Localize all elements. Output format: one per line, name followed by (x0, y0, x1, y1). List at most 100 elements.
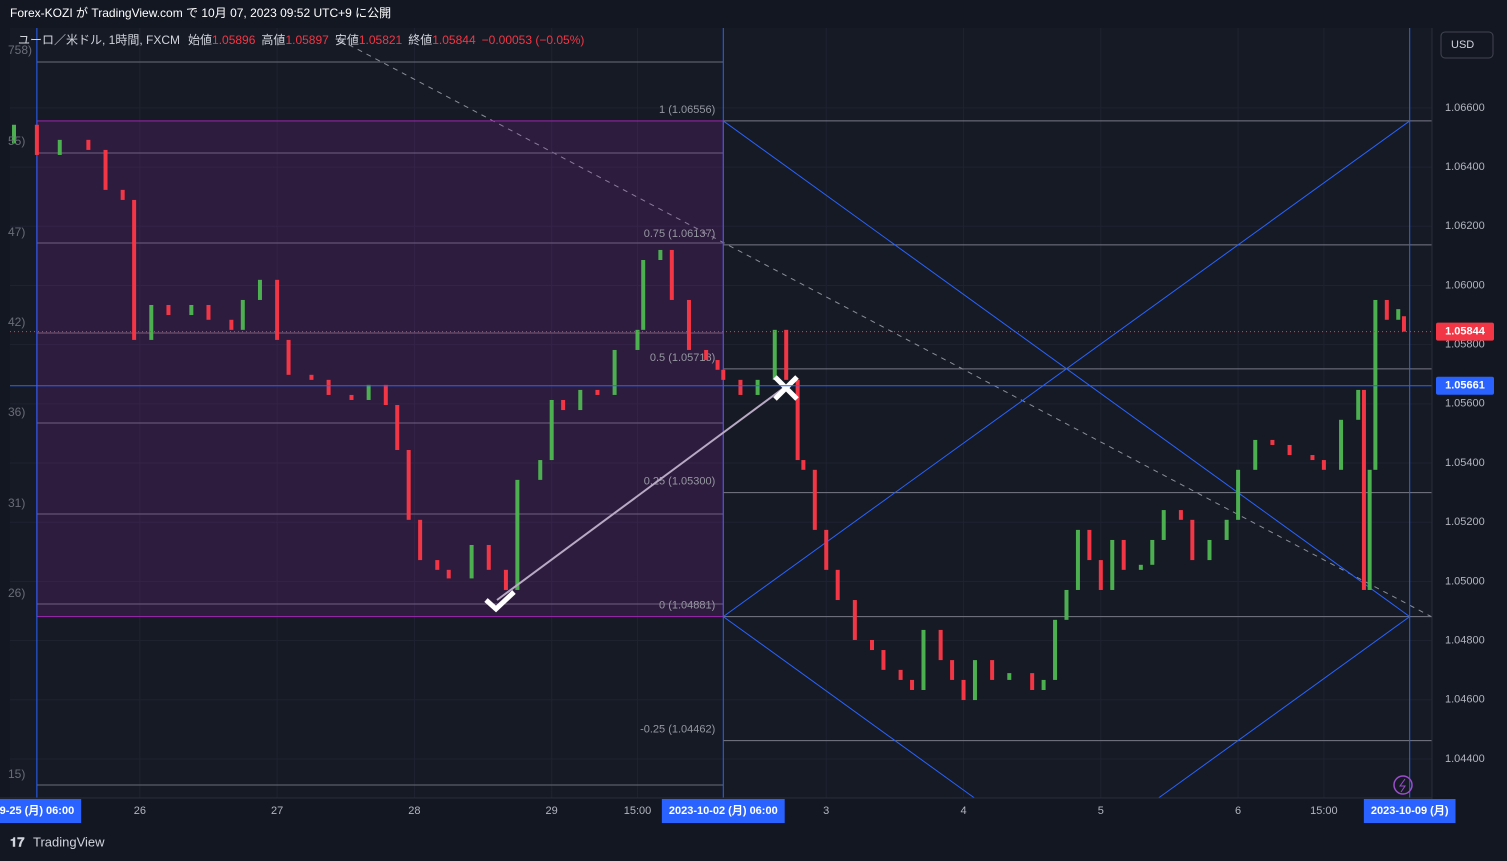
candle (309, 374, 314, 380)
y-tick-label: 1.04400 (1445, 753, 1485, 765)
alert-bolt (1399, 778, 1406, 793)
x-marker-box (661, 799, 785, 823)
candle (1339, 419, 1344, 470)
candle (795, 379, 800, 461)
fib-label: 1 (1.06556) (659, 104, 715, 116)
candle (206, 304, 211, 320)
candle (824, 529, 829, 570)
change: −0.00053 (−0.05%) (482, 33, 585, 47)
x-tick-label: 6 (1235, 805, 1241, 817)
x-marker-box (0, 799, 82, 823)
candle (961, 679, 966, 701)
x-tick-label: 26 (134, 805, 146, 817)
candle (1396, 309, 1401, 320)
x-tick-label: 15:00 (1310, 805, 1338, 817)
candle (486, 544, 491, 570)
candle (418, 519, 423, 561)
y-tick-label: 1.06600 (1445, 102, 1485, 114)
candle (738, 379, 743, 395)
candle (1053, 619, 1058, 680)
plot-area (10, 28, 1432, 798)
candle (435, 560, 440, 570)
price-axis (1432, 28, 1507, 823)
currency-button[interactable] (1440, 31, 1494, 59)
candle (1121, 539, 1126, 570)
axis-labels: 1.06600 1.06400 1.06200 1.06000 1.05800 1.056… (0, 102, 1494, 823)
check-icon (484, 590, 516, 613)
drawings: 1 (1.06556) 0.75 (1.06137) 0.5 (1.05718) 0.… (36, 28, 1433, 799)
clipped-label: 47) (8, 225, 25, 239)
high-label: 高値 (261, 32, 285, 47)
fib-zone (36, 120, 724, 618)
x-marker-label: 2023-10-09 (月) (1371, 804, 1449, 817)
candle (446, 569, 451, 579)
candle (366, 384, 371, 400)
price-tag-label: 1.05844 (1445, 326, 1486, 338)
candle (349, 394, 354, 400)
y-tick-label: 1.05400 (1445, 457, 1485, 469)
clipped-label: 36) (8, 405, 25, 419)
candle (1007, 673, 1012, 680)
high-value: 1.05897 (285, 33, 329, 47)
candle (721, 369, 726, 380)
candle (406, 449, 411, 520)
candle (1367, 469, 1372, 590)
alert-icon[interactable] (1393, 775, 1413, 795)
close-label: 終値 (408, 32, 432, 47)
fib-label: 0.5 (1.05718) (650, 352, 715, 364)
candle (950, 660, 955, 680)
footer (0, 823, 1507, 861)
trade-line (496, 386, 786, 601)
price-tag (1436, 376, 1494, 395)
close-value: 1.05844 (432, 33, 476, 47)
x-tick-label: 28 (408, 805, 420, 817)
candle (641, 260, 646, 330)
x-tick-label: 27 (271, 805, 283, 817)
candle (86, 139, 91, 150)
candle (326, 379, 331, 395)
candle (595, 389, 600, 395)
y-tick-label: 1.04800 (1445, 634, 1485, 646)
candle (1361, 389, 1366, 590)
y-tick-label: 1.06400 (1445, 161, 1485, 173)
y-tick-label: 1.04600 (1445, 694, 1485, 706)
candle (1030, 673, 1035, 690)
y-tick-label: 1.05800 (1445, 339, 1485, 351)
diamond-line (722, 616, 975, 799)
x-tick-label: 3 (823, 805, 829, 817)
candle (12, 124, 17, 144)
candle (1384, 299, 1389, 320)
price-tag (1436, 322, 1494, 341)
legend: ユーロ／米ドル, 1時間, FXCM 始値1.05896 高値1.05897 安値1.… (18, 32, 584, 47)
candle (990, 660, 995, 680)
open-value: 1.05896 (212, 33, 256, 47)
candle (1064, 589, 1069, 620)
y-tick-label: 1.06000 (1445, 279, 1485, 291)
candle (704, 349, 709, 361)
currency-label: USD (1451, 39, 1474, 51)
clipped-label: 26) (8, 586, 25, 600)
candle (103, 149, 108, 190)
open-label: 始値 (188, 32, 212, 47)
x-marker-label: 2023-10-02 (月) 06:00 (669, 804, 778, 817)
candle (658, 249, 663, 261)
candle (383, 384, 388, 406)
candle (275, 279, 280, 340)
low-label: 安値 (335, 32, 359, 47)
candle (881, 650, 886, 670)
price-tag-label: 1.05661 (1445, 380, 1485, 392)
low-value: 1.05821 (359, 33, 403, 47)
candle (1075, 529, 1080, 590)
y-tick-label: 1.05600 (1445, 398, 1485, 410)
candle (852, 600, 857, 640)
candle (240, 299, 245, 330)
y-tick-label: 1.05000 (1445, 575, 1485, 587)
candle (1087, 529, 1092, 561)
x-tick-label: 5 (1098, 805, 1104, 817)
candle (189, 304, 194, 316)
candle (257, 279, 262, 300)
x-tick-label: 15:00 (624, 805, 652, 817)
diamond-line (722, 120, 1410, 618)
y-tick-label: 1.05200 (1445, 516, 1485, 528)
y-tick-label: 1.06200 (1445, 220, 1485, 232)
